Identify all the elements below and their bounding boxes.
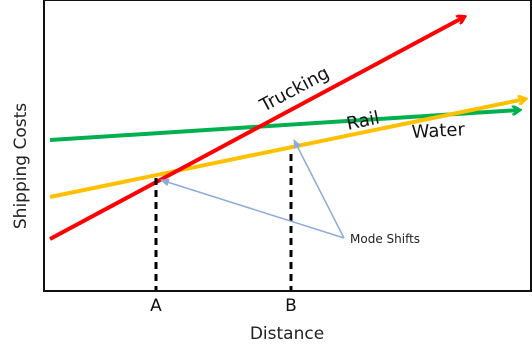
annotation-arrow-a (160, 178, 345, 239)
x-axis-label: Distance (250, 324, 324, 344)
mode-shifts-label: Mode Shifts (350, 232, 420, 246)
trucking-line (49, 17, 464, 241)
point-b-label: B (285, 296, 297, 316)
plot-frame (43, 0, 532, 292)
rail-line (49, 99, 525, 199)
y-axis-label: Shipping Costs (11, 103, 31, 229)
point-a-label: A (150, 296, 162, 316)
water-label: Water (411, 119, 466, 143)
annotation-arrow-b (293, 139, 345, 239)
